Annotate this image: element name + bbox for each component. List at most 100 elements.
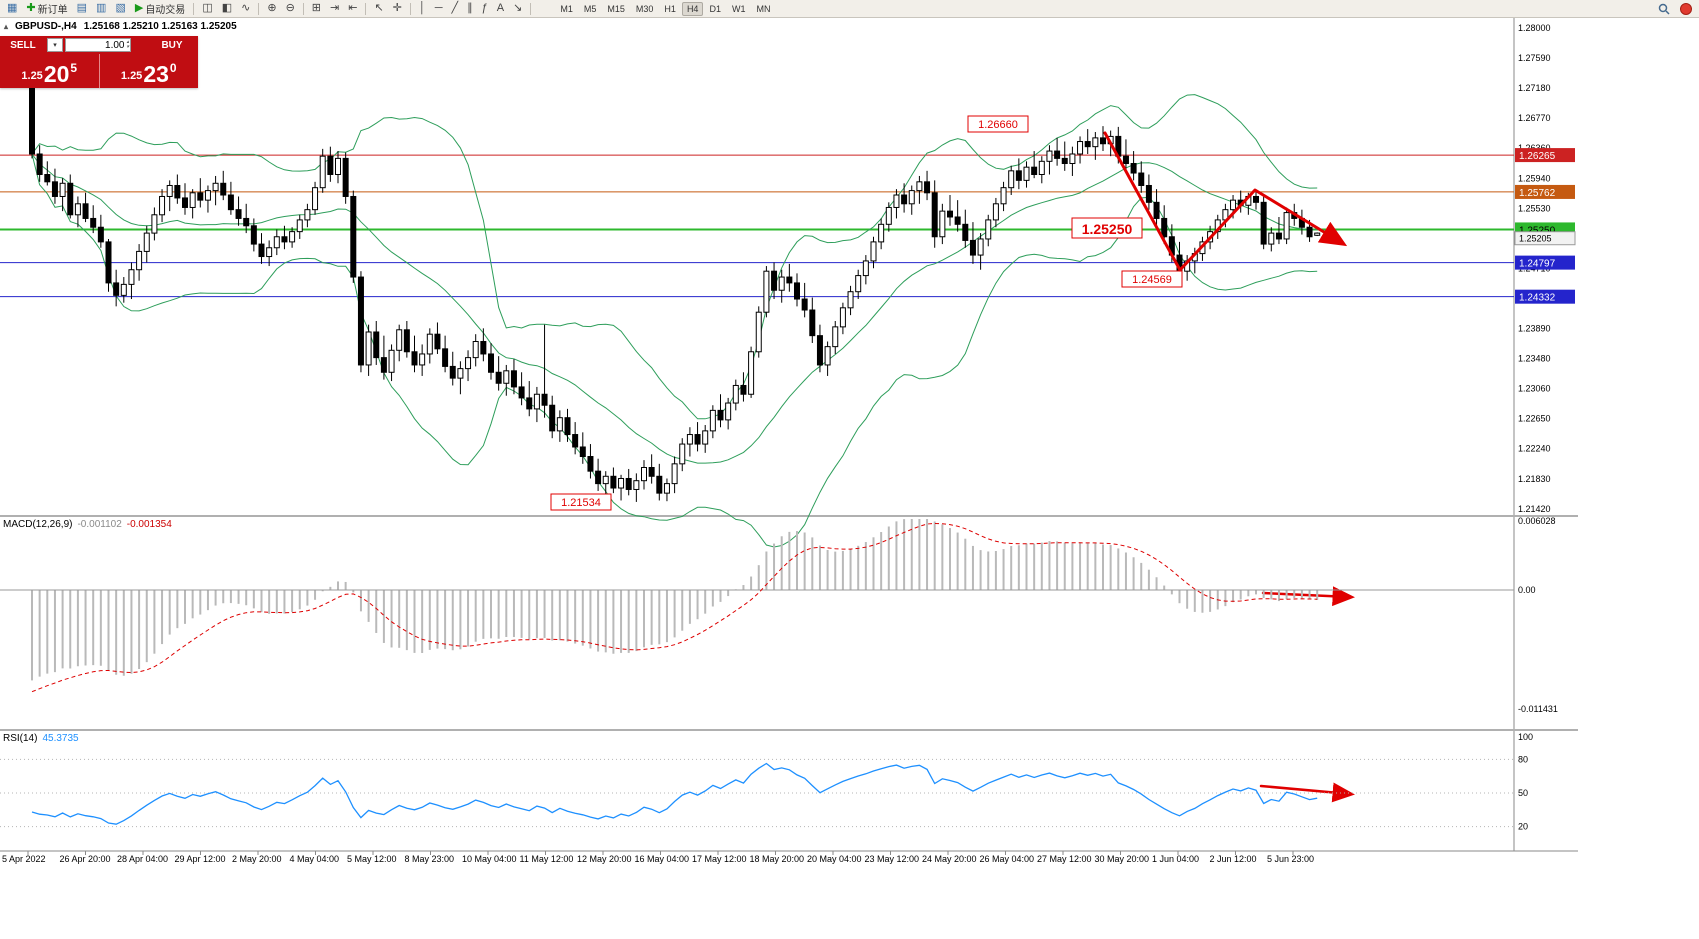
svg-text:1.25762: 1.25762 [1519,188,1556,199]
zoom-out-icon-glyph: ⊖ [285,2,295,14]
svg-text:1.24332: 1.24332 [1519,293,1556,304]
price-annotation[interactable]: 1.25250 [1071,217,1143,239]
time-axis-label: 28 Apr 04:00 [117,854,168,864]
trendline-icon[interactable]: ╱ [448,0,463,17]
macd-axis-label: 0.006028 [1518,516,1556,526]
time-axis-label: 2 May 20:00 [232,854,282,864]
time-axis-label: 4 May 04:00 [290,854,340,864]
price-axis-label: 1.25940 [1518,173,1551,183]
price-axis-label: 1.27590 [1518,53,1551,63]
volume-up-arrow[interactable]: ▴ [126,39,129,45]
toolbar-separator [193,2,195,15]
buy-button[interactable]: BUY [146,36,198,54]
sell-price[interactable]: 1.25 20 5 [0,54,99,88]
market-watch-icon-glyph: ▤ [76,2,88,14]
rsi-axis-label: 20 [1518,822,1528,832]
timeframe-button-m15[interactable]: M15 [607,3,625,14]
rsi-name: RSI(14) [3,733,38,744]
zoom-in-icon-glyph: ⊕ [267,2,277,14]
price-axis-label: 1.22650 [1518,414,1551,424]
buy-price[interactable]: 1.25 23 0 [98,54,199,88]
rsi-line [31,762,1318,825]
chart-shift-icon[interactable]: ⇤ [344,0,361,17]
toolbar-separator [258,2,260,15]
navigator-icon[interactable]: ▧ [111,0,129,17]
time-axis-label: 30 May 20:00 [1095,854,1150,864]
bollinger-upper [31,94,1318,420]
volume-dropdown-arrow[interactable]: ▾ [47,38,63,52]
toolbar-separator [365,2,367,15]
bar-chart-icon[interactable]: ◫ [198,0,216,17]
price-annotation[interactable]: 1.24569 [1121,270,1183,288]
trend-arrow[interactable] [1103,131,1348,272]
new-order-button[interactable]: ✚ 新订单 [22,0,71,17]
one-click-collapse-arrow[interactable]: ▴ [4,22,9,31]
toolbar: ▦ ✚ 新订单 ▤ ▥ ▧ ▶ 自动交易 ◫ ◧ ∿ ⊕ ⊖ ⊞ ⇥ ⇤ ↖ ✛ │ ─ ╱ ∥ ƒ A ↘ M1 M5 M15 M3… [0,0,1699,18]
timeframe-button-w1[interactable]: W1 [731,3,746,14]
crosshair-icon-glyph: ✛ [392,2,402,14]
new-chart-icon[interactable]: ▦ [3,0,21,17]
macd-signal-value: -0.001354 [126,519,172,530]
cursor-icon[interactable]: ↖ [370,0,387,17]
timeframe-button-m1[interactable]: M1 [560,3,573,14]
timeframe-button-h4[interactable]: H4 [681,1,704,16]
auto-scroll-icon[interactable]: ⇥ [326,0,343,17]
price-tag: 1.25762 [1515,184,1575,199]
new-chart-icon-glyph: ▦ [7,2,18,14]
vertical-line-icon[interactable]: │ [415,0,430,17]
time-axis-label: 8 May 23:00 [405,854,455,864]
autotrade-button[interactable]: ▶ 自动交易 [131,0,189,17]
arrows-tool-icon[interactable]: ↘ [509,0,526,17]
price-annotation[interactable]: 1.26660 [967,115,1029,133]
data-window-icon-glyph: ▥ [96,2,107,14]
svg-text:1.26660: 1.26660 [978,119,1018,131]
time-axis-label: 29 Apr 12:00 [175,854,226,864]
crosshair-icon[interactable]: ✛ [389,0,406,17]
rsi-arrow[interactable] [1259,782,1355,803]
price-axis-label: 1.22240 [1518,444,1551,454]
tile-windows-icon[interactable]: ⊞ [308,0,325,17]
svg-text:1.21534: 1.21534 [561,497,601,509]
macd-arrow[interactable] [1261,586,1355,607]
line-chart-icon[interactable]: ∿ [237,0,254,17]
candlesticks [29,70,1321,502]
timeframe-button-mn[interactable]: MN [756,3,771,14]
fibonacci-icon[interactable]: ƒ [478,0,492,17]
timeframe-button-h1[interactable]: H1 [664,3,676,14]
chart-ohlc-values: 1.25168 1.25210 1.25163 1.25205 [83,21,237,32]
search-icon[interactable] [1654,0,1674,17]
toolbar-separator [409,2,411,15]
price-tag: 1.24332 [1515,289,1575,304]
zoom-out-icon[interactable]: ⊖ [282,0,299,17]
trendline-icon-glyph: ╱ [451,2,459,14]
price-axis-label: 1.21830 [1518,474,1551,484]
timeframe-button-d1[interactable]: D1 [709,3,721,14]
sell-button[interactable]: SELL [0,36,46,54]
horizontal-line-icon[interactable]: ─ [431,0,447,17]
text-tool-icon[interactable]: A [493,0,508,17]
timeframe-toolbar: M1 M5 M15 M30 H1 H4 D1 W1 MN [555,1,775,16]
record-icon[interactable] [1680,2,1692,15]
sell-price-small: 1.25 [21,70,43,82]
new-order-button-label: 新订单 [37,5,68,16]
time-axis-label: 5 Apr 2022 [2,854,46,864]
timeframe-button-m30[interactable]: M30 [635,3,654,14]
macd-histogram [31,519,1319,681]
time-axis-label: 5 Jun 23:00 [1267,854,1314,864]
channel-icon[interactable]: ∥ [463,0,477,17]
zoom-in-icon[interactable]: ⊕ [263,0,280,17]
data-window-icon[interactable]: ▥ [92,0,110,17]
market-watch-icon[interactable]: ▤ [73,0,91,17]
buy-price-small: 1.25 [120,70,143,82]
autotrade-button-label: 自动交易 [145,5,186,16]
volume-input[interactable]: 1.00 ▴ ▾ [65,38,131,52]
rsi-axis-label: 100 [1518,732,1533,742]
timeframe-button-m5[interactable]: M5 [583,3,597,14]
vertical-line-icon-glyph: │ [418,2,426,14]
time-axis-label: 26 May 04:00 [980,854,1035,864]
price-annotation[interactable]: 1.21534 [550,493,612,511]
candlestick-chart-icon[interactable]: ◧ [218,0,236,17]
volume-down-arrow[interactable]: ▾ [126,44,129,50]
